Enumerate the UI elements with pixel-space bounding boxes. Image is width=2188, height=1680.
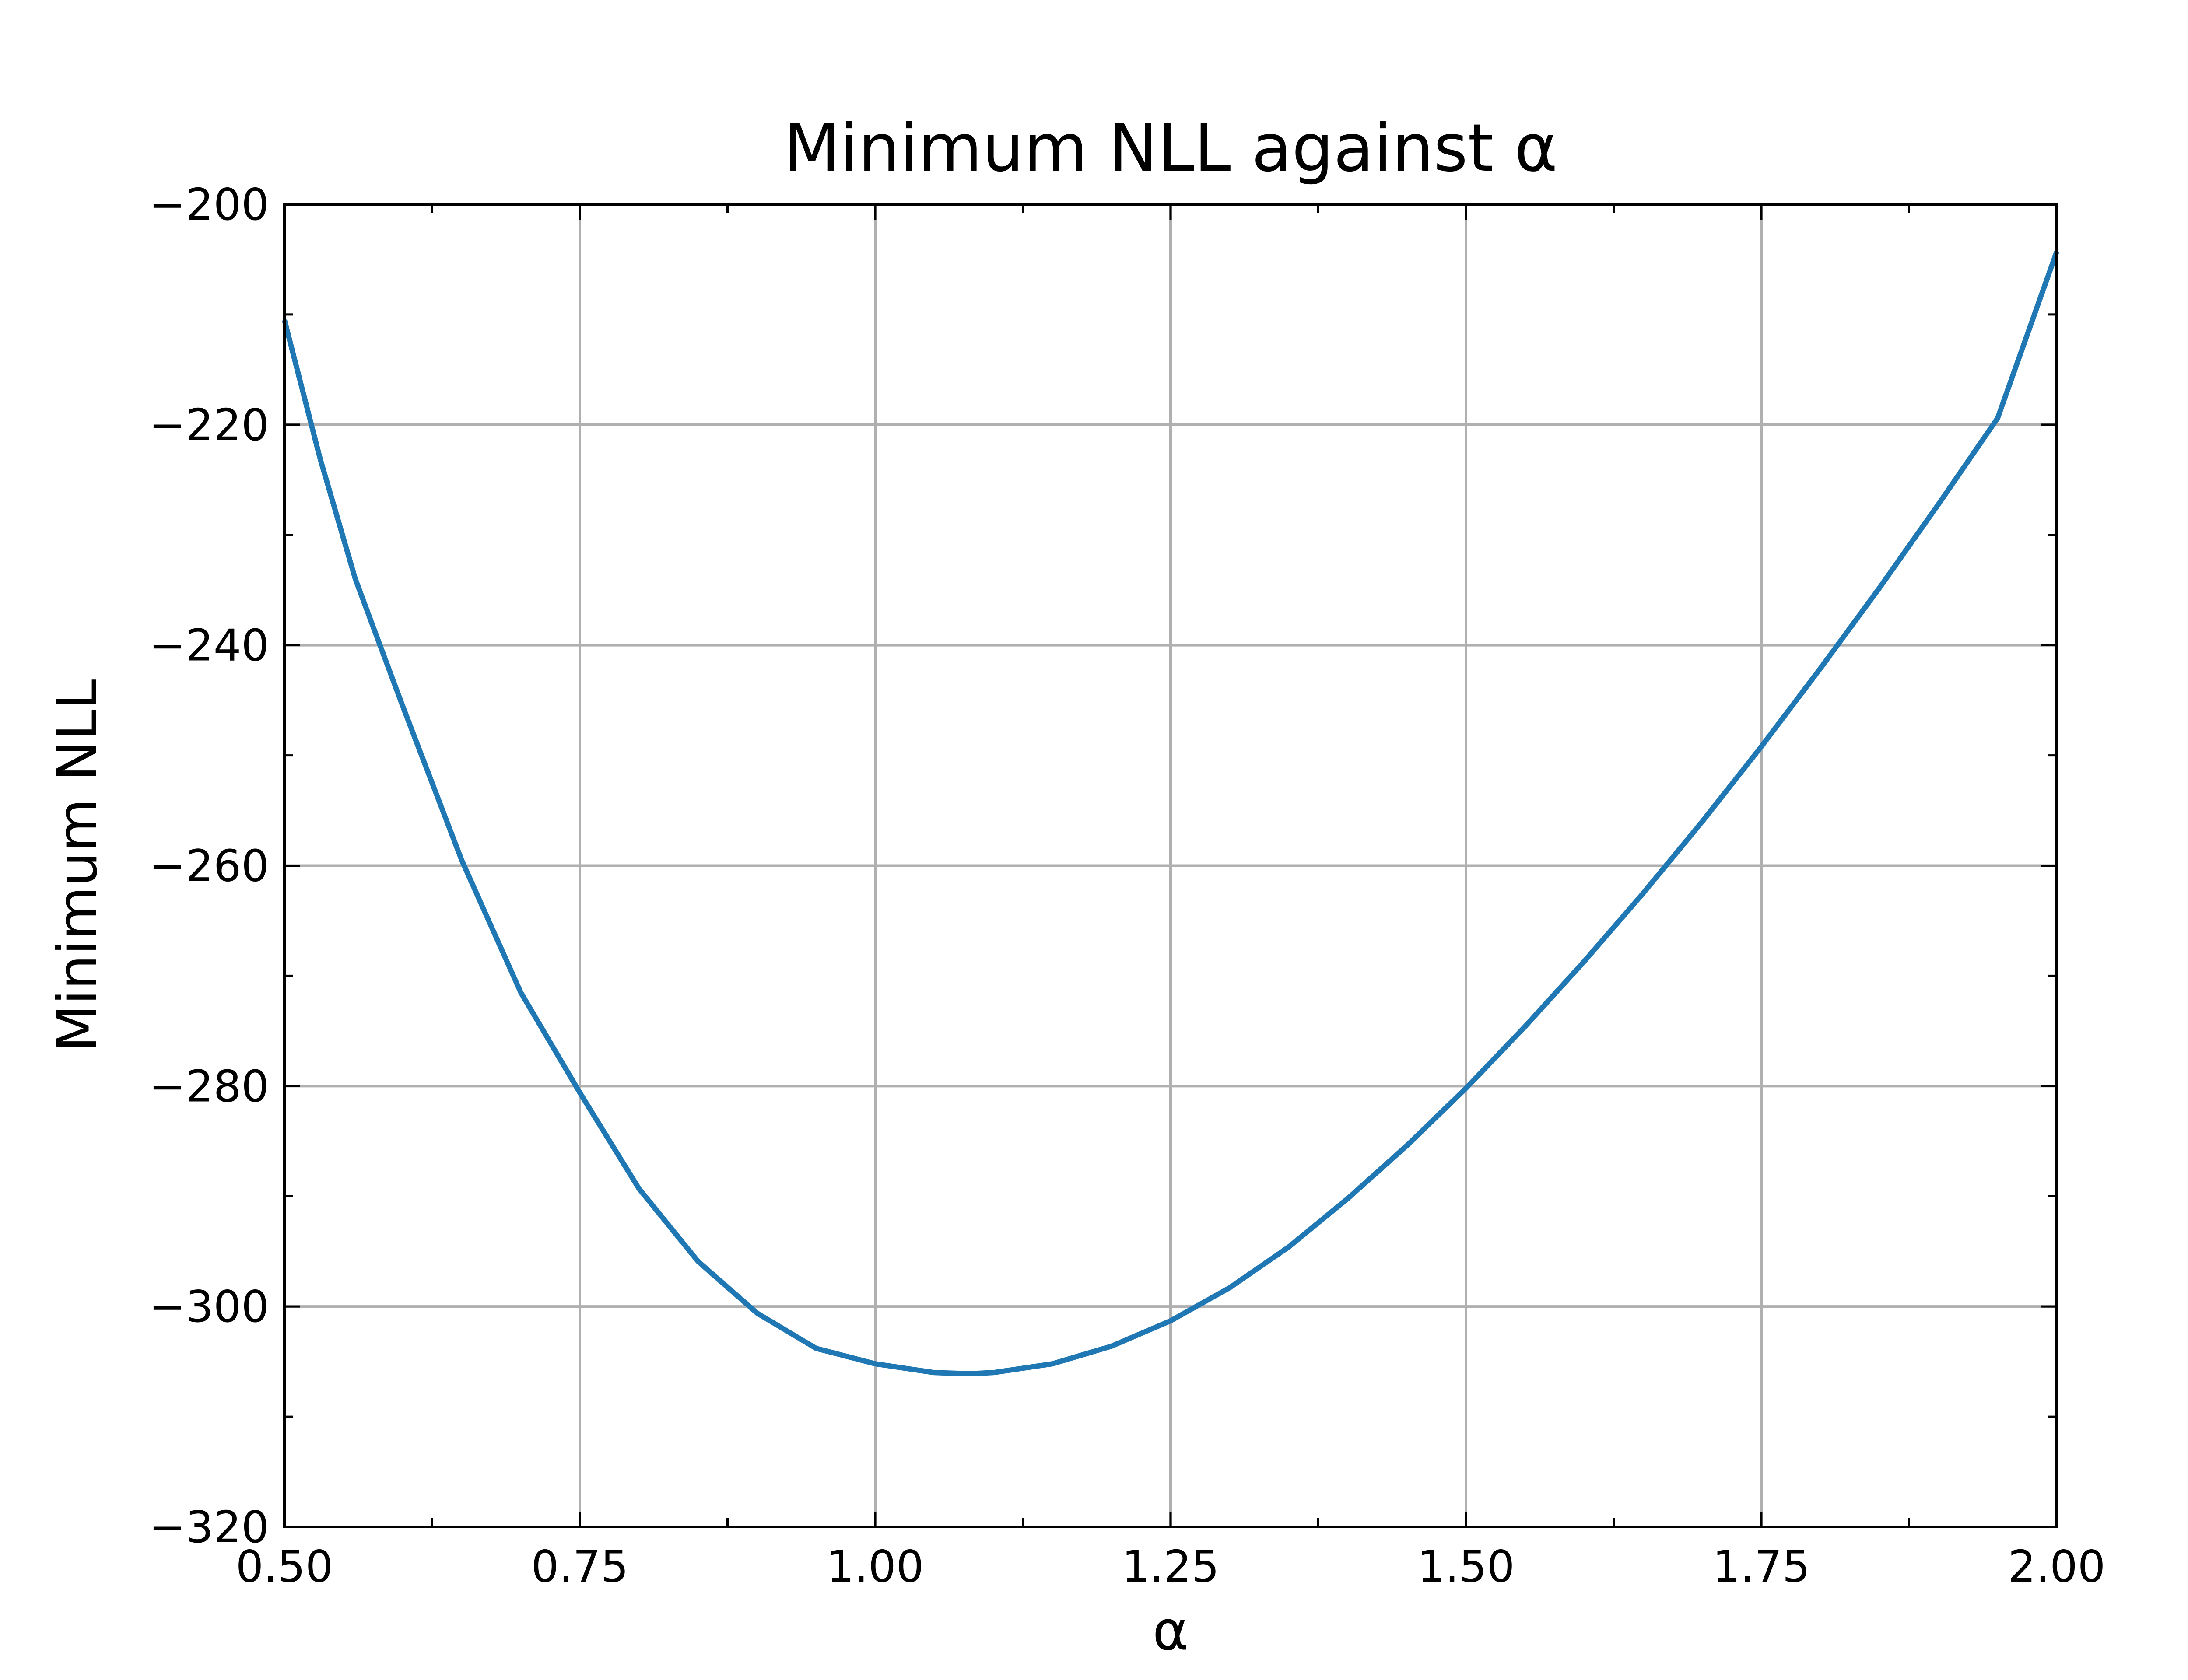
x-tick-label: 1.00 xyxy=(827,1541,924,1592)
series-line xyxy=(282,251,2059,1376)
y-tick-label: −320 xyxy=(149,1502,269,1553)
x-tick-label: 1.50 xyxy=(1417,1541,1515,1592)
x-tick-label: 0.50 xyxy=(236,1541,333,1592)
y-tick-labels: −320 −300 −280 −260 −240 −220 −200 xyxy=(149,179,269,1553)
x-tick-label: 2.00 xyxy=(2008,1541,2106,1592)
x-tick-labels: 0.50 0.75 1.00 1.25 1.50 1.75 2.00 xyxy=(236,1541,2106,1592)
y-tick-label: −260 xyxy=(149,840,269,892)
x-tick-label: 1.25 xyxy=(1122,1541,1220,1592)
grid xyxy=(284,204,2057,1527)
y-tick-label: −240 xyxy=(149,620,269,671)
y-tick-label: −200 xyxy=(149,179,269,230)
y-axis-label: Minimum NLL xyxy=(46,679,109,1052)
chart-title: Minimum NLL against α xyxy=(783,110,1557,186)
tick-marks xyxy=(283,203,2058,1528)
series-layer xyxy=(282,251,2059,1376)
x-tick-label: 0.75 xyxy=(531,1541,629,1592)
x-axis-label: α xyxy=(1153,1599,1189,1662)
y-tick-label: −220 xyxy=(149,399,269,451)
y-tick-label: −300 xyxy=(149,1281,269,1332)
y-tick-label: −280 xyxy=(149,1060,269,1112)
x-tick-label: 1.75 xyxy=(1713,1541,1810,1592)
